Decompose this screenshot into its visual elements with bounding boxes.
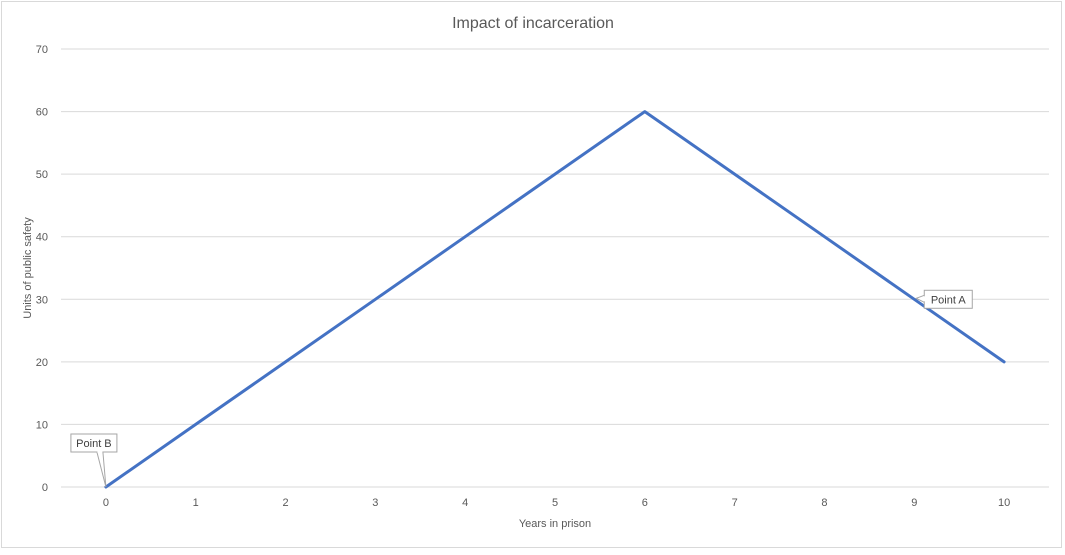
x-tick-label: 10 [998, 497, 1010, 509]
gridlines [61, 48, 1049, 488]
callout-pointer [915, 294, 925, 303]
y-tick-label: 30 [36, 294, 48, 306]
x-axis-ticks: 0 1 2 3 4 5 6 7 8 9 10 [103, 497, 1010, 509]
x-axis-title: Years in prison [519, 518, 591, 530]
y-tick-label: 40 [36, 232, 48, 244]
callout-point-a: Point A [915, 289, 973, 309]
callout-joint [923, 296, 926, 302]
chart-title: Impact of incarceration [452, 15, 614, 32]
y-axis-ticks: 0 10 20 30 40 50 60 70 [36, 44, 48, 494]
x-tick-label: 9 [911, 497, 917, 509]
y-axis-title: Units of public safety [22, 217, 34, 319]
callout-label: Point B [76, 438, 111, 450]
x-tick-label: 6 [642, 497, 648, 509]
callout-joint [97, 451, 103, 453]
callout-pointer [96, 451, 107, 488]
y-tick-label: 10 [36, 419, 48, 431]
x-tick-label: 8 [821, 497, 827, 509]
x-tick-label: 0 [103, 497, 109, 509]
callout-label: Point A [931, 294, 967, 306]
x-tick-label: 7 [732, 497, 738, 509]
callout-box [70, 433, 118, 453]
y-tick-label: 60 [36, 107, 48, 119]
x-tick-label: 1 [193, 497, 199, 509]
series-layer [104, 110, 1006, 489]
y-tick-label: 0 [42, 482, 48, 494]
x-tick-label: 4 [462, 497, 468, 509]
y-tick-label: 70 [36, 44, 48, 56]
callouts: Point A Point B [70, 289, 973, 488]
x-tick-label: 3 [372, 497, 378, 509]
callout-point-b: Point B [70, 433, 118, 488]
y-tick-label: 50 [36, 169, 48, 181]
x-tick-label: 2 [282, 497, 288, 509]
x-tick-label: 5 [552, 497, 558, 509]
series-line-0 [104, 110, 1006, 489]
y-tick-label: 20 [36, 357, 48, 369]
